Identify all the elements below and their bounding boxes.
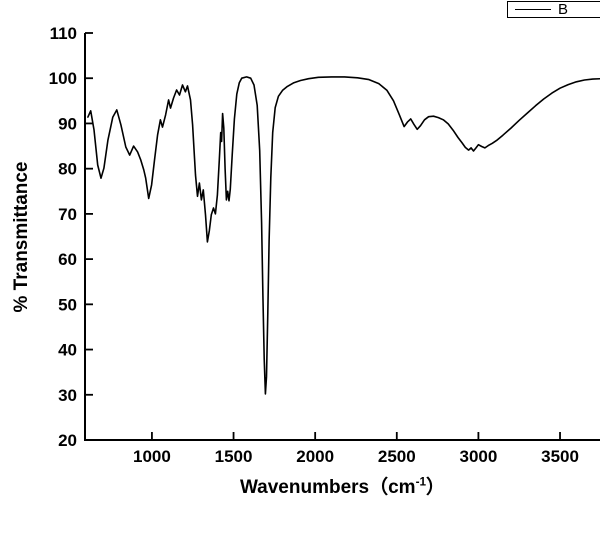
x-tick-label: 2500 bbox=[378, 447, 416, 466]
y-tick-label: 20 bbox=[58, 431, 77, 450]
legend: B bbox=[507, 1, 600, 18]
x-tick-label: 2000 bbox=[296, 447, 334, 466]
y-tick-label: 100 bbox=[49, 69, 77, 88]
x-tick-label: 1500 bbox=[215, 447, 253, 466]
x-tick-label: 3500 bbox=[541, 447, 579, 466]
y-tick-label: 110 bbox=[50, 24, 77, 43]
y-axis-title: % Transmittance bbox=[11, 162, 33, 313]
x-axis-title-text: Wavenumbers（cm bbox=[239, 477, 416, 498]
y-tick-label: 50 bbox=[58, 295, 77, 314]
x-tick-label: 3000 bbox=[459, 447, 497, 466]
spectrum-curve bbox=[87, 76, 600, 395]
y-axis-title-text: % Transmittance bbox=[11, 161, 32, 313]
x-axis-title-close-paren: ） bbox=[426, 477, 446, 498]
y-tick-label: 30 bbox=[58, 386, 77, 405]
y-tick-label: 80 bbox=[58, 160, 77, 179]
y-tick-label: 60 bbox=[58, 250, 77, 269]
legend-label: B bbox=[558, 1, 569, 18]
legend-line-sample bbox=[515, 9, 551, 10]
x-axis-title-superscript: -1 bbox=[415, 475, 427, 489]
x-axis-title: Wavenumbers（cm-1） bbox=[85, 472, 600, 499]
y-tick-label: 70 bbox=[58, 205, 77, 224]
x-tick-label: 1000 bbox=[133, 447, 171, 466]
y-tick-label: 90 bbox=[58, 114, 77, 133]
y-tick-label: 40 bbox=[58, 341, 77, 360]
